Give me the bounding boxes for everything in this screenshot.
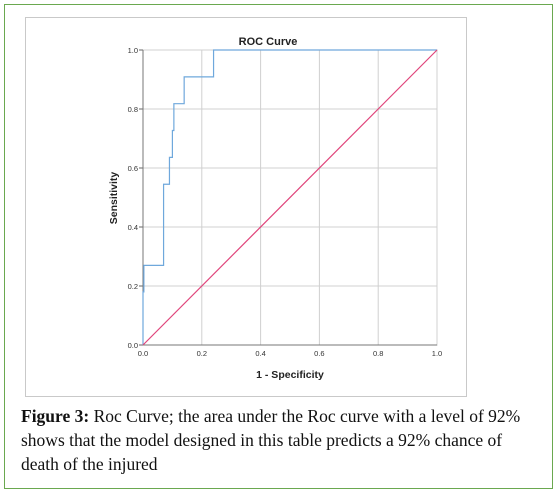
y-axis-label: Sensitivity [108, 172, 120, 225]
x-tick-label: 0.6 [314, 349, 324, 358]
series-group [142, 49, 438, 346]
x-tick-label: 0.4 [255, 349, 265, 358]
reference-diagonal-line [142, 49, 438, 346]
x-tick-label: 0.8 [373, 349, 383, 358]
y-tick-label: 0.6 [128, 164, 138, 173]
y-tick-label: 0.2 [128, 282, 138, 291]
chart-title: ROC Curve [239, 36, 298, 48]
y-tick-label: 0.4 [128, 223, 138, 232]
x-axis-label: 1 - Specificity [256, 369, 324, 381]
y-tick-label: 1.0 [128, 46, 138, 55]
caption-text: Roc Curve; the area under the Roc curve … [21, 406, 521, 474]
figure-caption: Figure 3: Roc Curve; the area under the … [21, 404, 536, 476]
x-tick-label: 0.2 [197, 349, 207, 358]
y-tick-label: 0.0 [128, 341, 138, 350]
x-tick-label: 1.0 [432, 349, 442, 358]
y-tick-label: 0.8 [128, 105, 138, 114]
tick-labels: 0.0 0.2 0.4 0.6 0.8 1.0 0.0 0.2 0.4 0.6 0.8 1.0 [128, 46, 443, 358]
x-tick-label: 0.0 [138, 349, 148, 358]
roc-curve-line [142, 49, 437, 345]
caption-label: Figure 3: [21, 406, 90, 426]
